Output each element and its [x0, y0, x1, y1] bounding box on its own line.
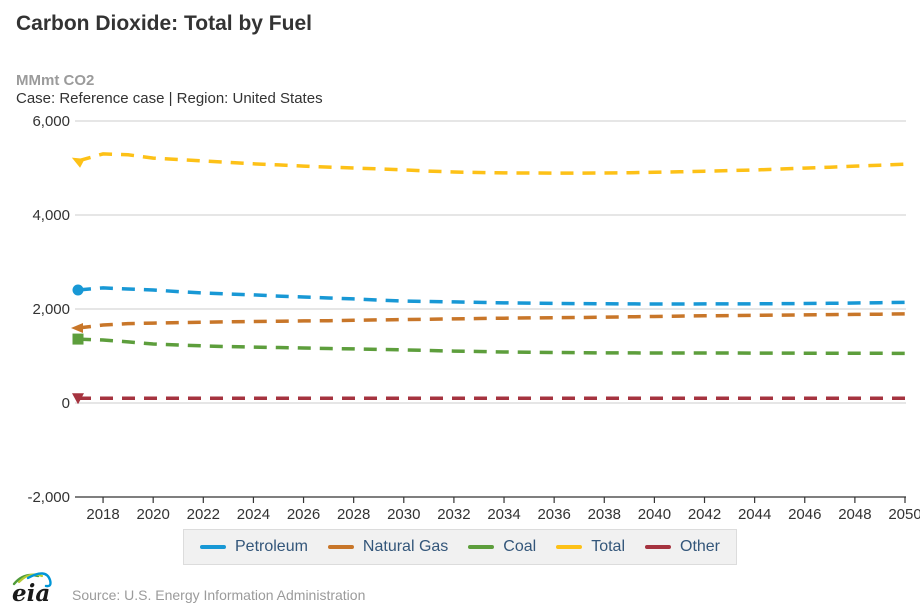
- series-line-natural-gas[interactable]: [77, 312, 906, 330]
- legend-swatch-coal: [468, 545, 495, 549]
- x-axis-label-2026: 2026: [287, 506, 320, 523]
- legend-item-petroleum[interactable]: Petroleum: [199, 538, 308, 556]
- eia-logo: eia: [12, 572, 52, 607]
- legend-swatch-natural-gas: [327, 545, 354, 549]
- x-axis-label-2020: 2020: [136, 506, 169, 523]
- x-axis-label-2030: 2030: [387, 506, 420, 523]
- legend-item-total[interactable]: Total: [556, 538, 625, 556]
- x-axis-label-2038: 2038: [588, 506, 621, 523]
- legend-label-total: Total: [591, 538, 625, 555]
- series-marker-total: [71, 157, 85, 168]
- legend-swatch-total: [556, 545, 583, 549]
- legend-label-other: Other: [679, 538, 721, 555]
- x-axis-label-2032: 2032: [437, 506, 470, 523]
- legend-item-coal[interactable]: Coal: [468, 538, 536, 556]
- x-axis-label-2036: 2036: [537, 506, 570, 523]
- legend-swatch-other: [644, 545, 671, 549]
- legend-swatch-petroleum: [199, 545, 226, 549]
- x-axis-label-2042: 2042: [688, 506, 721, 523]
- x-axis-label-2040: 2040: [638, 506, 671, 523]
- y-axis-label-4000: 4,000: [32, 207, 70, 224]
- x-axis-label-2024: 2024: [237, 506, 270, 523]
- x-axis-label-2046: 2046: [788, 506, 821, 523]
- legend-label-petroleum: Petroleum: [234, 538, 308, 555]
- legend-item-natural-gas[interactable]: Natural Gas: [327, 538, 449, 556]
- x-axis-label-2044: 2044: [738, 506, 771, 523]
- x-axis-label-2028: 2028: [337, 506, 370, 523]
- page-title: Carbon Dioxide: Total by Fuel: [16, 12, 312, 35]
- y-axis-unit-label: MMmt CO2: [16, 72, 95, 89]
- eia-logo-text: eia: [12, 580, 50, 607]
- series-marker-other: [72, 393, 84, 405]
- y-axis-label-0: 0: [62, 395, 70, 412]
- case-region-subtitle: Case: Reference case | Region: United St…: [16, 90, 323, 107]
- series-marker-natural-gas: [71, 323, 83, 334]
- series-line-total[interactable]: [77, 152, 906, 175]
- legend: Petroleum Natural Gas Coal Total Other: [182, 529, 738, 565]
- series-line-petroleum[interactable]: [77, 286, 906, 306]
- source-attribution: Source: U.S. Energy Information Administ…: [72, 587, 366, 603]
- x-axis-label-2048: 2048: [838, 506, 871, 523]
- series-marker-coal: [72, 333, 84, 345]
- legend-label-natural-gas: Natural Gas: [362, 538, 449, 555]
- x-axis-label-2022: 2022: [187, 506, 220, 523]
- y-axis-label-2000: 2,000: [32, 301, 70, 318]
- series-line-coal[interactable]: [77, 337, 906, 356]
- x-axis-label-2050: 2050: [888, 506, 920, 523]
- x-axis-label-2034: 2034: [487, 506, 520, 523]
- series-marker-petroleum: [72, 284, 84, 296]
- y-axis-label-6000: 6,000: [32, 113, 70, 130]
- y-axis-label--2000: -2,000: [27, 489, 70, 506]
- legend-label-coal: Coal: [503, 538, 537, 555]
- footer: eia Source: U.S. Energy Information Admi…: [10, 568, 365, 608]
- legend-item-other[interactable]: Other: [644, 538, 721, 556]
- x-axis-label-2018: 2018: [86, 506, 119, 523]
